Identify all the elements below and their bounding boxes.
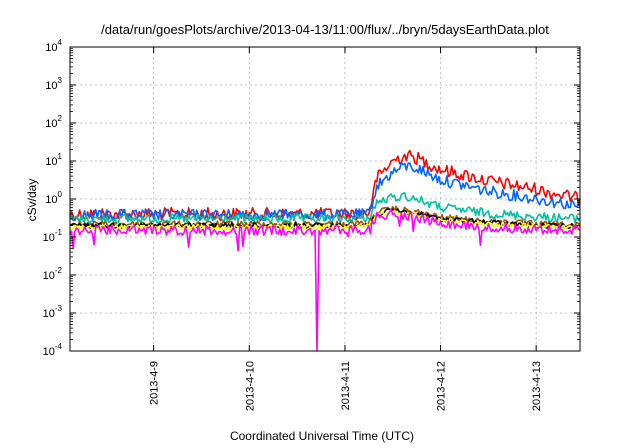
y-tick-label: 10-1 bbox=[43, 228, 63, 244]
series-line-3 bbox=[69, 192, 581, 224]
x-tick-label: 2013-4-9 bbox=[149, 361, 161, 405]
x-tick-label: 2013-4-11 bbox=[340, 361, 352, 410]
y-tick-label: 104 bbox=[45, 38, 62, 54]
series-line-6 bbox=[69, 209, 581, 232]
ticks bbox=[70, 46, 580, 352]
y-tick-label: 10-4 bbox=[43, 342, 63, 358]
y-tick-labels: 10-4 10-3 10-2 10-1 100 101 102 103 104 bbox=[43, 38, 63, 358]
y-tick-label: 100 bbox=[45, 190, 62, 206]
y-tick-label: 103 bbox=[45, 76, 62, 92]
x-tick-label: 2013-4-12 bbox=[436, 361, 448, 411]
y-tick-label: 10-3 bbox=[43, 304, 63, 320]
x-tick-labels: 2013-4-9 2013-4-10 2013-4-11 2013-4-12 2013-… bbox=[149, 361, 544, 411]
chart-title: /data/run/goesPlots/archive/2013-04-13/1… bbox=[101, 22, 549, 37]
y-tick-label: 102 bbox=[45, 114, 62, 130]
y-axis-label: cSv/day bbox=[25, 179, 39, 222]
x-tick-label: 2013-4-13 bbox=[531, 361, 543, 411]
series-layer bbox=[69, 149, 581, 352]
series-line-2 bbox=[69, 161, 581, 222]
y-tick-label: 101 bbox=[45, 152, 62, 168]
x-axis-label: Coordinated Universal Time (UTC) bbox=[230, 429, 414, 443]
series-line-7 bbox=[69, 208, 581, 352]
grid bbox=[70, 47, 580, 351]
y-tick-label: 10-2 bbox=[43, 266, 63, 282]
x-tick-label: 2013-4-10 bbox=[244, 361, 256, 411]
